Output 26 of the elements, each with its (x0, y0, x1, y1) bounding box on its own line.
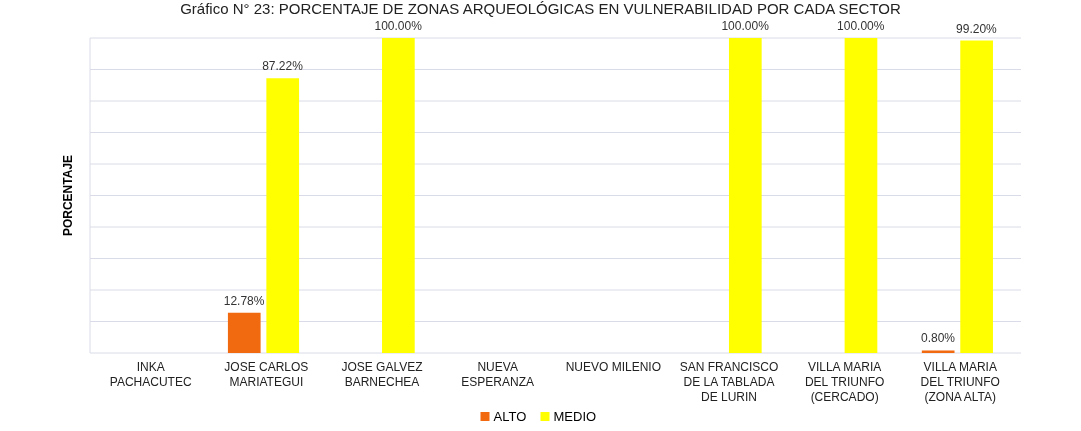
chart-title: Gráfico N° 23: PORCENTAJE DE ZONAS ARQUEOLÓGICAS EN VULNERABILIDAD POR CADA SECTOR (180, 0, 901, 17)
data-label: 100.00% (374, 19, 423, 33)
x-tick-label: JOSE CARLOS MARIATEGUI (224, 360, 309, 389)
x-tick-label: NUEVO MILENIO (565, 360, 662, 374)
bar (227, 312, 261, 353)
x-tick-label: INKA PACHACUTEC (109, 360, 192, 389)
bar (266, 78, 300, 353)
data-label: 87.22% (262, 59, 304, 74)
y-axis-title: PORCENTAJE (61, 154, 75, 237)
data-label: 99.20% (956, 21, 998, 36)
data-label: 100.00% (721, 19, 770, 33)
x-tick-label: NUEVA ESPERANZA (461, 360, 535, 389)
x-tick-label: JOSE GALVEZ BARNECHEA (341, 360, 423, 389)
bar (921, 350, 955, 353)
x-tick-label: VILLA MARIA DEL TRIUNFO (CERCADO) (804, 360, 885, 404)
data-label: 0.80% (920, 331, 956, 346)
data-label: 100.00% (837, 19, 885, 33)
data-label: 12.78% (223, 293, 265, 308)
x-tick-label: SAN FRANCISCO DE LA TABLADA DE LURIN (679, 360, 779, 404)
bar (728, 38, 762, 353)
bar (382, 38, 415, 353)
legend-label: MEDIO (553, 409, 597, 424)
bar (960, 40, 993, 353)
x-tick-label: VILLA MARIA DEL TRIUNFO (ZONA ALTA) (920, 360, 1000, 404)
legend-label: ALTO (493, 409, 527, 424)
bar (844, 38, 878, 353)
